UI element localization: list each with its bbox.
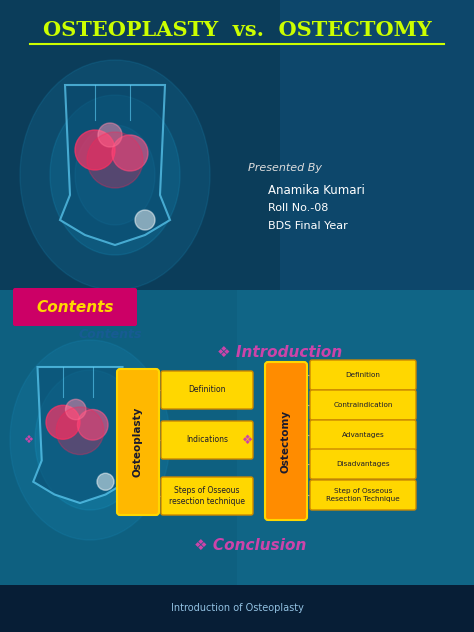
- Text: ❖ Introduction: ❖ Introduction: [218, 344, 343, 360]
- Text: Contents: Contents: [36, 300, 114, 315]
- Circle shape: [77, 410, 108, 440]
- Circle shape: [65, 399, 86, 420]
- Circle shape: [112, 135, 148, 171]
- Text: Definition: Definition: [188, 386, 226, 394]
- FancyBboxPatch shape: [117, 369, 159, 515]
- Bar: [280, 0, 474, 290]
- Polygon shape: [60, 85, 170, 245]
- Ellipse shape: [10, 340, 170, 540]
- FancyBboxPatch shape: [161, 371, 253, 409]
- FancyBboxPatch shape: [310, 390, 416, 420]
- Circle shape: [75, 130, 115, 170]
- FancyBboxPatch shape: [265, 362, 307, 520]
- Ellipse shape: [75, 125, 155, 225]
- Text: Indications: Indications: [186, 435, 228, 444]
- Circle shape: [97, 473, 114, 490]
- Ellipse shape: [20, 60, 210, 290]
- Text: Introduction of Osteoplasty: Introduction of Osteoplasty: [171, 603, 303, 613]
- Text: Contents: Contents: [78, 327, 142, 341]
- Circle shape: [56, 407, 104, 454]
- FancyBboxPatch shape: [310, 449, 416, 479]
- FancyBboxPatch shape: [310, 360, 416, 390]
- Circle shape: [98, 123, 122, 147]
- FancyBboxPatch shape: [13, 288, 137, 326]
- Polygon shape: [33, 367, 127, 503]
- Ellipse shape: [35, 370, 145, 510]
- Text: Presented By: Presented By: [248, 163, 322, 173]
- Text: ❖: ❖: [242, 434, 254, 446]
- Text: Disadvantages: Disadvantages: [336, 461, 390, 467]
- Text: Advantages: Advantages: [342, 432, 384, 438]
- Text: Steps of Osseous
resection technique: Steps of Osseous resection technique: [169, 486, 245, 506]
- Text: Anamika Kumari: Anamika Kumari: [268, 183, 365, 197]
- Circle shape: [87, 132, 143, 188]
- Bar: [0, 0, 474, 290]
- Ellipse shape: [50, 95, 180, 255]
- Text: Step of Osseous
Resection Technique: Step of Osseous Resection Technique: [326, 489, 400, 502]
- Bar: [0, 585, 474, 632]
- Text: BDS Final Year: BDS Final Year: [268, 221, 348, 231]
- Text: Roll No.-08: Roll No.-08: [268, 203, 328, 213]
- Text: OSTEOPLASTY  vs.  OSTECTOMY: OSTEOPLASTY vs. OSTECTOMY: [43, 20, 431, 40]
- FancyBboxPatch shape: [161, 477, 253, 515]
- Text: ❖: ❖: [23, 435, 33, 445]
- FancyBboxPatch shape: [161, 421, 253, 459]
- Circle shape: [46, 405, 80, 439]
- Text: ❖ Conclusion: ❖ Conclusion: [194, 537, 306, 552]
- Bar: [0, 290, 474, 585]
- Text: Contraindication: Contraindication: [333, 402, 392, 408]
- Circle shape: [135, 210, 155, 230]
- Bar: [237, 290, 474, 585]
- Text: Ostectomy: Ostectomy: [281, 410, 291, 473]
- FancyBboxPatch shape: [310, 420, 416, 450]
- Text: Osteoplasty: Osteoplasty: [133, 407, 143, 477]
- Text: Definition: Definition: [346, 372, 381, 378]
- FancyBboxPatch shape: [310, 480, 416, 510]
